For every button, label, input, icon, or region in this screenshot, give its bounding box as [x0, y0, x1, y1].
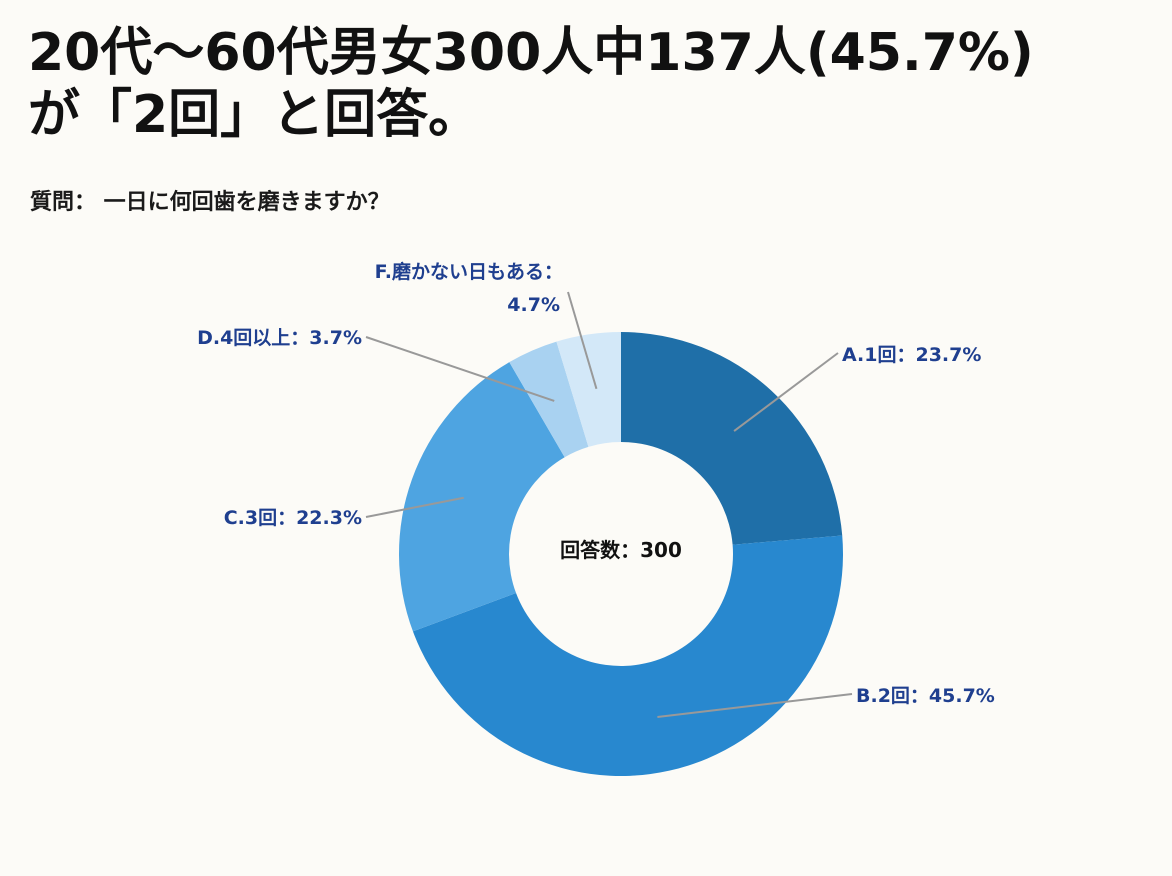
slice-label-a: A.1回：23.7%: [842, 344, 981, 366]
leader-b: [657, 693, 853, 718]
slice-label-f-line1: F.磨かない日もある：: [375, 260, 563, 283]
slice-b: [412, 535, 843, 777]
headline: 20代～60代男女300人中137人(45.7%) が「2回」と回答。: [28, 22, 1148, 146]
slice-label-b: B.2回：45.7%: [856, 685, 995, 707]
slice-label-c: C.3回：22.3%: [224, 507, 362, 529]
leader-d: [365, 336, 555, 402]
center-label: 回答数：300: [560, 538, 682, 562]
headline-line-1: 20代～60代男女300人中137人(45.7%): [28, 23, 1034, 83]
slice-c: [399, 362, 565, 632]
slice-f: [556, 332, 621, 447]
slice-label-d: D.4回以上：3.7%: [197, 327, 362, 349]
headline-line-2: が「2回」と回答。: [28, 85, 481, 145]
slice-label-f-line2: 4.7%: [507, 294, 560, 316]
question-text: 質問： 一日に何回歯を磨きますか？: [30, 190, 390, 215]
leader-lines: [365, 291, 853, 718]
slice-a: [621, 332, 843, 545]
leader-f: [567, 291, 598, 390]
leader-c: [365, 496, 464, 518]
leader-a: [733, 352, 839, 432]
